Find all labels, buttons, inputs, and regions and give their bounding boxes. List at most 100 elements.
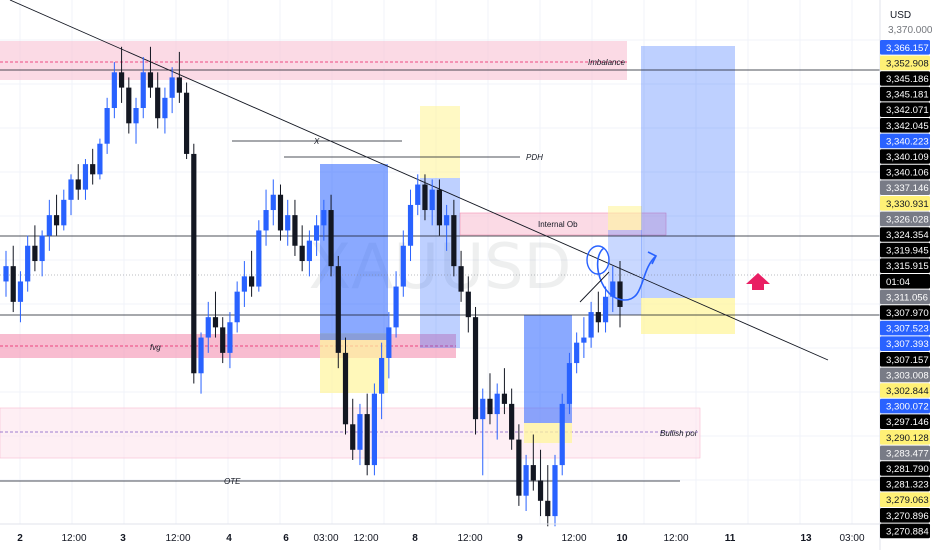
candle [415, 174, 421, 216]
candle-body [321, 210, 327, 226]
candle-body [516, 439, 522, 496]
imbalance-label: Imbalance [588, 58, 625, 67]
candle [588, 301, 594, 348]
price-label: 3,345.186 [880, 71, 930, 86]
candle-body [241, 276, 247, 292]
price-label-text: 3,283.477 [886, 448, 929, 459]
candle [205, 301, 211, 353]
candle [126, 77, 132, 134]
price-label-bg [880, 149, 930, 164]
price-label-bg [880, 274, 930, 289]
price-label-text: 3,342.045 [886, 121, 929, 132]
candle-body [285, 215, 291, 231]
price-label-bg [880, 523, 930, 539]
price-label-bg [880, 445, 930, 461]
price-label-bg [880, 476, 930, 492]
candle [342, 337, 349, 435]
candle [169, 67, 175, 114]
candle [581, 317, 587, 358]
candle-body [256, 230, 262, 287]
candle-body [104, 108, 110, 144]
price-label-text: 3,315.915 [886, 261, 929, 272]
price-label-text: 3,307.523 [886, 324, 929, 335]
candle [285, 199, 291, 246]
price-label-bg [880, 164, 930, 180]
candle [480, 388, 486, 476]
candle [350, 398, 356, 460]
candle [155, 72, 161, 129]
time-axis[interactable]: 2 12:00 3 12:00 4 6 03:00 12:00 8 12:00 9 12:00 10 12… [17, 533, 865, 544]
candle-body [39, 235, 45, 262]
blue-box-4 [608, 230, 642, 315]
candle-body [472, 317, 479, 420]
currency-label[interactable]: USD [890, 10, 911, 21]
price-label: 3,283.477 [880, 445, 930, 461]
price-label-text: 01:04 [886, 277, 911, 288]
candle-body [494, 393, 500, 415]
candle [249, 250, 255, 297]
candle [111, 62, 117, 119]
candle-body [32, 245, 38, 262]
drawings [579, 245, 770, 303]
candle-body [357, 414, 363, 450]
candle-body [523, 465, 529, 496]
candle-body [487, 398, 493, 415]
ote-label: OTE [224, 477, 241, 486]
candle-body [198, 337, 204, 374]
price-label-bg [880, 305, 930, 320]
candle [212, 291, 219, 338]
price-label-bg [880, 86, 930, 102]
candle-body [451, 215, 457, 267]
time-tick-label: 12:00 [663, 533, 688, 544]
candle-body [205, 317, 211, 338]
zones [0, 41, 735, 459]
price-label: 3,307.970 [880, 305, 930, 320]
price-label-bg [880, 352, 930, 367]
time-tick-label: 12:00 [61, 533, 86, 544]
candle [407, 189, 414, 262]
trendline[interactable] [9, 0, 829, 361]
price-label-text: 3,340.223 [886, 136, 929, 147]
candle-body [610, 281, 616, 297]
x-level-label: X [313, 137, 320, 146]
time-tick-label: 03:00 [313, 533, 338, 544]
candle-body [133, 108, 139, 124]
price-label-bg [880, 320, 930, 336]
candle [104, 97, 110, 154]
time-tick-label: 11 [725, 533, 736, 544]
candle-body [350, 424, 356, 450]
price-label-bg [880, 180, 930, 195]
price-label: 3,340.223 [880, 133, 930, 149]
candle-body [68, 179, 74, 200]
price-label-text: 3,297.146 [886, 417, 929, 428]
candle [458, 250, 464, 302]
price-label: 3,300.072 [880, 398, 930, 414]
candle-body [429, 189, 435, 211]
candles [3, 46, 623, 527]
time-tick-label: 10 [616, 533, 628, 544]
candle [234, 281, 240, 333]
candle-body [480, 398, 486, 420]
candle [133, 97, 139, 144]
candle [162, 87, 168, 134]
price-label-bg [880, 71, 930, 86]
candle [314, 215, 320, 256]
price-label-bg [880, 414, 930, 429]
price-label-text: 3,311.056 [886, 292, 928, 303]
candle [335, 255, 341, 369]
candle-body [75, 179, 81, 190]
candle [574, 332, 580, 374]
yellow-box-2 [420, 106, 460, 178]
price-label: 3,337.146 [880, 180, 930, 195]
price-label: 3,352.908 [880, 55, 930, 71]
levels [0, 0, 880, 482]
price-label-bg [880, 242, 930, 258]
candle [198, 332, 204, 394]
candle [263, 189, 269, 246]
pdh-label: PDH [526, 153, 543, 162]
time-tick-label: 13 [800, 533, 812, 544]
candle-body [46, 215, 52, 236]
candle-body [155, 87, 161, 119]
